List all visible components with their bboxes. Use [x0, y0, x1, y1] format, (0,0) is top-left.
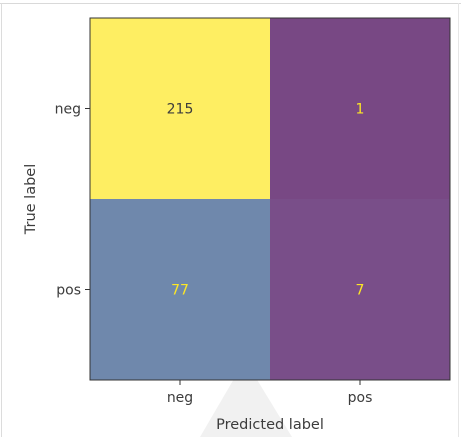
heatmap-cell-neg-pos [270, 18, 450, 199]
plot-frame [89, 17, 451, 381]
cell-value-pos-neg: 77 [171, 283, 189, 299]
heatmap-cell-pos-neg [90, 199, 270, 380]
y-axis-label: True label [23, 164, 39, 235]
heatmap-cell-pos-pos [270, 199, 450, 380]
cell-value-pos-pos: 7 [356, 283, 365, 299]
axis-ticks: neg pos neg pos [55, 102, 373, 407]
x-tick-label-neg: neg [167, 390, 193, 406]
cell-frame-left-border [1, 3, 2, 437]
y-tick-label-neg: neg [55, 102, 81, 118]
heatmap-cell-values: 215 177 7 [167, 102, 365, 299]
x-axis-label: Predicted label [216, 417, 324, 433]
y-tick-label-pos: pos [56, 283, 81, 299]
cell-value-neg-neg: 215 [167, 102, 194, 118]
x-tick-label-pos: pos [348, 390, 373, 406]
heatmap-cell-neg-neg [90, 18, 270, 199]
heatmap-cells [90, 18, 450, 380]
cell-frame-right-border [458, 3, 459, 437]
cell-value-neg-pos: 1 [356, 102, 365, 118]
watermark-triangle-shape [200, 360, 292, 437]
cell-frame-top-border [0, 3, 461, 4]
